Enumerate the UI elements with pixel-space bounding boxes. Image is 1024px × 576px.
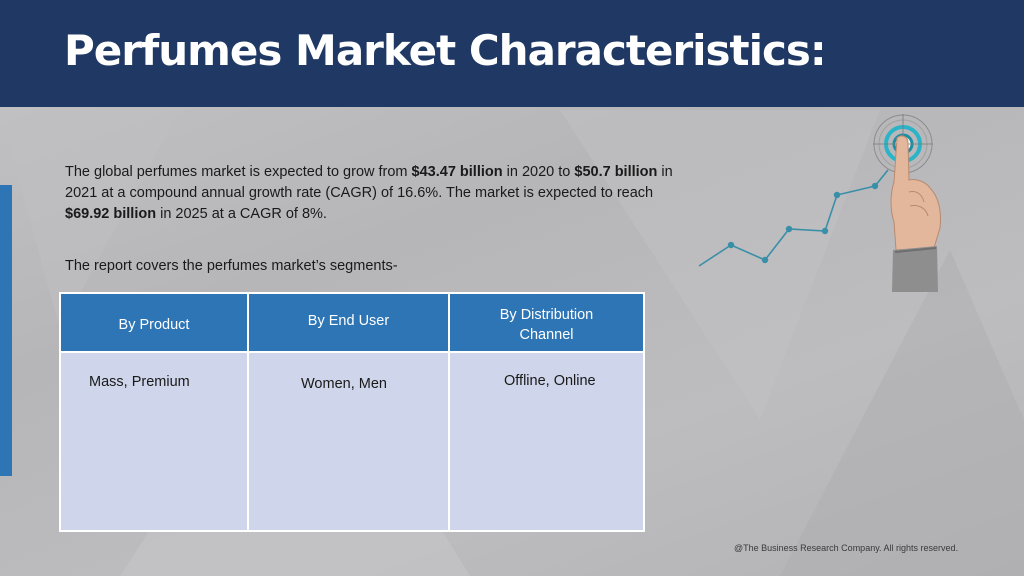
segments-intro: The report covers the perfumes market’s … bbox=[65, 258, 398, 274]
intro-paragraph: The global perfumes market is expected t… bbox=[65, 162, 675, 225]
side-accent-bar bbox=[0, 185, 12, 476]
intro-text-3: in 2021 at a compound annual growth rate… bbox=[65, 164, 673, 201]
header-label: By Product bbox=[118, 316, 190, 333]
growth-line-icon bbox=[698, 169, 889, 267]
hand-pointing-icon bbox=[890, 135, 941, 292]
intro-value-2020: $43.47 billion bbox=[411, 164, 503, 180]
page-title: Perfumes Market Characteristics: bbox=[64, 26, 827, 75]
intro-text-2: in 2020 to bbox=[502, 164, 575, 180]
header-label: By Distribution Channel bbox=[499, 306, 594, 343]
header-by-distribution-channel: By Distribution Channel bbox=[450, 294, 643, 351]
header-by-product: By Product bbox=[61, 294, 247, 351]
header-by-end-user: By End User bbox=[249, 294, 448, 351]
intro-value-2025: $69.92 billion bbox=[65, 206, 157, 222]
header-label: By End User bbox=[307, 312, 390, 329]
cell-end-user: Women, Men bbox=[249, 353, 448, 530]
intro-text-1: The global perfumes market is expected t… bbox=[65, 164, 412, 180]
copyright-footer: @The Business Research Company. All righ… bbox=[734, 543, 959, 553]
cell-distribution-channel: Offline, Online bbox=[450, 353, 643, 530]
intro-text-4: in 2025 at a CAGR of 8%. bbox=[156, 206, 327, 222]
segments-table: By Product By End User By Distribution C… bbox=[59, 292, 645, 532]
cell-text: Mass, Premium bbox=[89, 374, 190, 390]
title-bar: Perfumes Market Characteristics: bbox=[0, 0, 1024, 107]
cell-product: Mass, Premium bbox=[61, 353, 247, 530]
intro-value-2021: $50.7 billion bbox=[574, 164, 658, 180]
growth-illustration bbox=[698, 114, 941, 292]
cell-text: Offline, Online bbox=[504, 373, 596, 389]
cell-text: Women, Men bbox=[301, 376, 387, 392]
